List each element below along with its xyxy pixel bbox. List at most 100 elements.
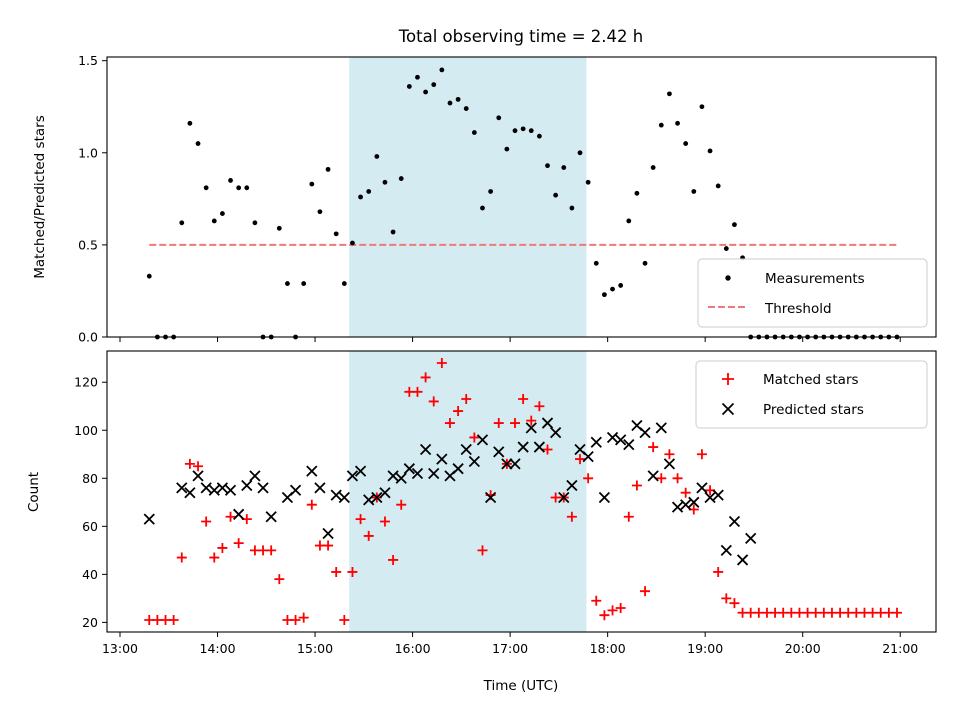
measurement-point <box>536 133 542 139</box>
matched-star-point <box>428 396 439 407</box>
y-tick-label: 100 <box>74 423 98 438</box>
top-marker-layer <box>146 67 900 340</box>
y-tick-label: 120 <box>74 375 98 390</box>
measurement-point <box>228 178 233 183</box>
predicted-star-point <box>419 443 432 456</box>
measurement-point <box>650 165 656 170</box>
measurement-point <box>691 189 697 194</box>
matched-star-point <box>607 605 618 616</box>
predicted-star-point <box>387 470 399 482</box>
top-ytick-layer: 0.0 0.5 1.0 1.5 <box>78 53 107 345</box>
matched-star-point <box>168 614 179 625</box>
measurement-point <box>553 192 559 198</box>
bottom-x-axis-label: Time (UTC) <box>483 678 559 694</box>
predicted-star-point <box>363 494 375 506</box>
top-legend: Measurements Threshold <box>697 258 928 328</box>
x-tick-label: 16:00 <box>395 641 431 656</box>
measurement-point <box>431 82 437 88</box>
matched-star-point <box>209 552 220 563</box>
predicted-star-point <box>736 554 749 566</box>
predicted-star-point <box>696 482 708 494</box>
predicted-star-point <box>176 482 188 494</box>
matched-star-point <box>355 514 366 525</box>
measurement-point <box>146 273 152 279</box>
x-tick-label: 18:00 <box>590 641 626 656</box>
predicted-star-point <box>493 446 505 458</box>
predicted-star-point <box>582 451 594 463</box>
x-tick-label: 19:00 <box>687 641 723 656</box>
matched-star-point <box>729 598 740 609</box>
predicted-star-point <box>354 465 367 477</box>
measurement-point <box>211 218 217 224</box>
measurement-point <box>723 246 729 251</box>
measurement-point <box>471 130 477 135</box>
predicted-star-point <box>639 427 651 439</box>
predicted-star-point <box>484 491 497 504</box>
top-panel: 0.0 0.5 1.0 1.5 Matched/Predicted stars Mea… <box>32 53 937 345</box>
predicted-star-point <box>379 487 391 499</box>
matched-star-point <box>331 566 342 577</box>
measurement-point <box>374 154 380 159</box>
measurement-point <box>658 122 664 128</box>
top-axes-frame <box>106 56 937 338</box>
y-tick-label: 1.5 <box>78 53 98 68</box>
measurement-point <box>220 211 225 216</box>
predicted-star-point <box>233 508 245 520</box>
matched-star-point <box>388 554 399 565</box>
measurement-point <box>415 74 420 80</box>
matched-star-point <box>526 415 537 426</box>
measurement-point <box>195 141 201 146</box>
predicted-star-point <box>224 484 237 496</box>
measurement-point <box>618 283 624 288</box>
measurement-point <box>325 166 331 172</box>
predicted-star-point <box>468 455 480 468</box>
measurement-point <box>179 220 185 226</box>
legend-predicted-label: Predicted stars <box>763 402 864 418</box>
top-shaded-region <box>349 57 587 337</box>
measurement-point <box>569 205 575 211</box>
measurement-point <box>577 150 583 156</box>
x-tick-label: 21:00 <box>882 641 918 656</box>
y-tick-label: 60 <box>82 519 98 534</box>
legend-matched-label: Matched stars <box>763 372 859 388</box>
legend-matched-marker <box>722 373 734 385</box>
x-tick-label: 20:00 <box>785 641 821 656</box>
matched-star-point <box>420 372 431 383</box>
measurement-point <box>447 100 453 106</box>
measurement-point <box>244 185 250 191</box>
matched-star-point <box>290 614 301 625</box>
measurement-point <box>683 141 689 146</box>
measurement-point <box>585 179 591 185</box>
predicted-star-point <box>541 417 554 429</box>
matched-star-point <box>640 586 651 597</box>
matched-star-point <box>412 386 423 397</box>
matched-star-point <box>721 593 732 604</box>
measurement-point <box>276 225 282 231</box>
measurement-point <box>699 104 705 110</box>
predicted-star-point <box>663 458 676 470</box>
bottom-panel: 20 40 60 80 100 120 13:00 14:00 15:00 16:00 17:00… <box>26 350 937 694</box>
predicted-star-point <box>680 499 692 511</box>
bottom-y-axis-label: Count <box>26 472 42 512</box>
predicted-star-point <box>249 470 261 482</box>
predicted-star-point <box>371 491 383 504</box>
measurement-point <box>350 240 355 246</box>
measurement-point <box>512 128 518 134</box>
predicted-star-point <box>306 465 318 477</box>
predicted-star-point <box>411 467 424 480</box>
matched-star-point <box>306 499 317 510</box>
x-tick-label: 14:00 <box>200 641 236 656</box>
measurement-point <box>341 281 347 286</box>
predicted-star-point <box>216 482 229 494</box>
measurement-point <box>610 286 615 292</box>
predicted-star-point <box>509 458 521 470</box>
measurement-point <box>398 176 404 181</box>
measurement-point <box>463 106 469 111</box>
measurement-point <box>715 183 721 189</box>
matched-star-point <box>477 545 488 556</box>
predicted-star-point <box>395 472 407 484</box>
predicted-star-point <box>338 491 350 504</box>
matched-star-point <box>363 530 374 541</box>
measurement-point <box>480 205 485 211</box>
matched-star-point <box>323 540 334 551</box>
